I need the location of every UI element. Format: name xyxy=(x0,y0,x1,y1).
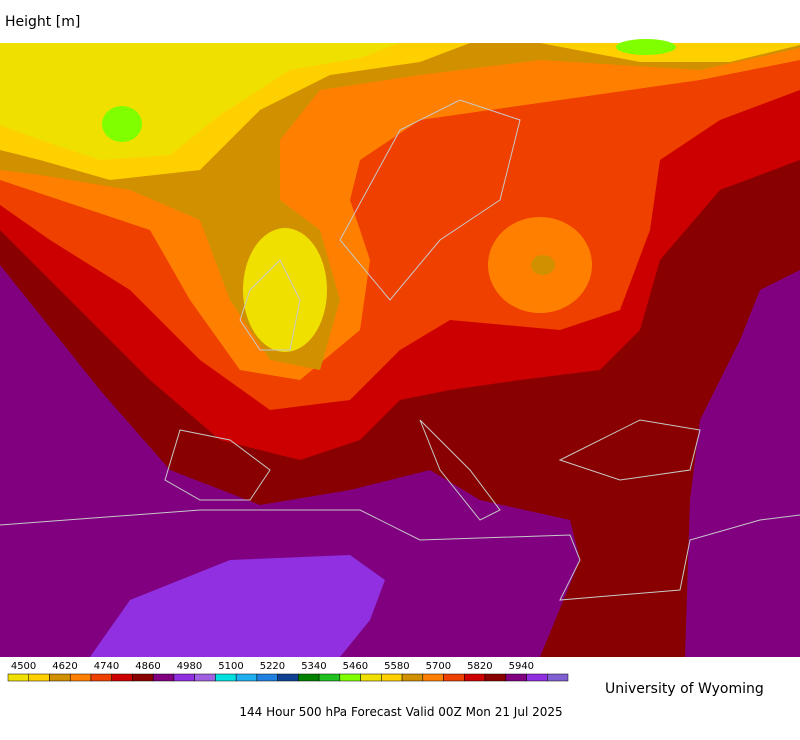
colorbar-label: 4980 xyxy=(177,661,202,672)
colorbar-swatch xyxy=(69,673,92,682)
region-green xyxy=(102,106,142,142)
colorbar-swatch xyxy=(401,673,424,682)
colorbar-label: 5940 xyxy=(509,661,534,672)
colorbar-swatch xyxy=(90,673,112,682)
colorbar-swatch xyxy=(152,673,175,682)
colorbar-swatch xyxy=(173,673,195,682)
region-light-yellow-ne xyxy=(540,43,800,62)
colorbar-label: 5340 xyxy=(301,661,326,672)
colorbar-swatch xyxy=(464,673,486,682)
colorbar-swatch xyxy=(298,673,320,682)
colorbar-label: 5100 xyxy=(218,661,243,672)
coastline-black-sea xyxy=(558,419,701,481)
coastline-scandinavia xyxy=(339,99,521,301)
coastlines xyxy=(0,99,800,601)
colorbar-label: 4620 xyxy=(52,661,77,672)
map-title: Height [m] xyxy=(5,14,80,30)
colorbar-label: 4740 xyxy=(94,661,119,672)
region-violet xyxy=(90,555,385,657)
colorbar-label: 5700 xyxy=(426,661,451,672)
colorbar-swatch xyxy=(235,673,258,682)
colorbar-label: 5220 xyxy=(260,661,285,672)
colorbar-swatch xyxy=(194,673,216,682)
colorbar-swatch xyxy=(443,673,465,682)
caption: 144 Hour 500 hPa Forecast Valid 00Z Mon … xyxy=(239,705,562,719)
region-low-center xyxy=(531,255,555,275)
colorbar-swatch xyxy=(422,673,444,682)
region-green-ne xyxy=(616,39,676,55)
region-yellow xyxy=(0,43,400,160)
colorbar-swatch xyxy=(318,673,341,682)
region-yellow-high xyxy=(243,228,327,352)
colorbar-swatch xyxy=(526,673,548,682)
colorbar-swatch xyxy=(111,673,133,682)
colorbar-swatch xyxy=(7,673,29,682)
colorbar-label: 5460 xyxy=(343,661,368,672)
credit: University of Wyoming xyxy=(605,681,764,697)
coastline-britain xyxy=(239,259,301,351)
height-map xyxy=(0,39,800,657)
colorbar-swatch xyxy=(505,673,527,682)
colorbar-label: 5580 xyxy=(384,661,409,672)
colorbar-swatch xyxy=(547,673,569,682)
colorbar-swatch xyxy=(381,673,403,682)
colorbar-label: 5820 xyxy=(467,661,492,672)
colorbar-label: 4500 xyxy=(11,661,36,672)
colorbar-swatch xyxy=(339,673,361,682)
colorbar-swatch xyxy=(360,673,382,682)
colorbar-swatch xyxy=(484,673,507,682)
colorbar-label: 4860 xyxy=(135,661,160,672)
colorbar: 4500 4620 4740 4860 4980 5100 5220 5340 5460 5580… xyxy=(7,661,569,682)
colorbar-swatch xyxy=(28,673,50,682)
coastline-iberia xyxy=(164,429,271,501)
coastline-north-africa xyxy=(0,509,800,601)
colorbar-swatch xyxy=(277,673,299,682)
colorbar-swatch xyxy=(49,673,71,682)
coastline-italy xyxy=(419,419,501,521)
colorbar-swatch xyxy=(215,673,237,682)
colorbar-swatch xyxy=(256,673,278,682)
colorbar-swatch xyxy=(132,673,154,682)
